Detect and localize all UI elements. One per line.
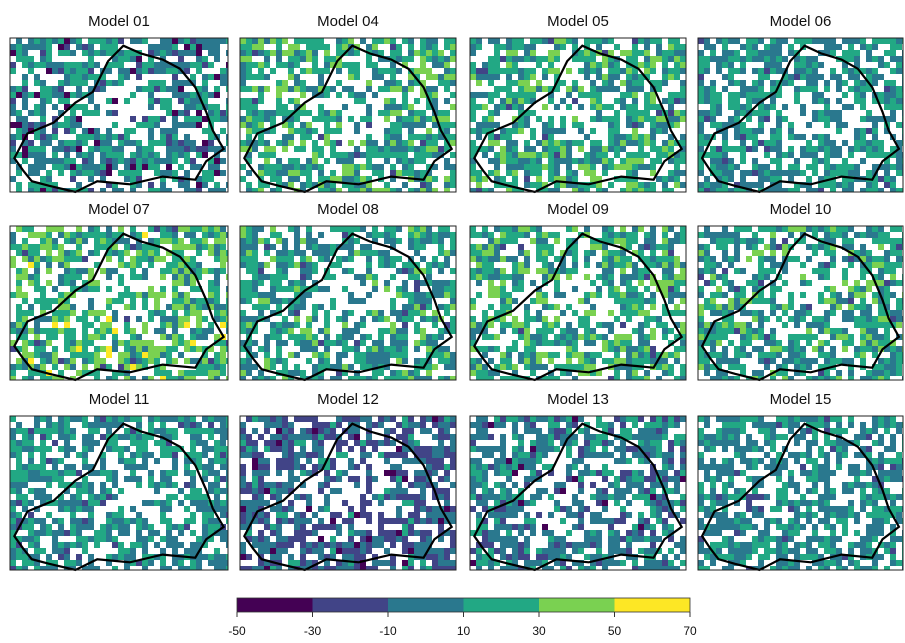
panel-frame	[697, 225, 904, 381]
map-patch	[10, 416, 228, 570]
region-boundary	[473, 422, 684, 572]
region-boundary	[473, 232, 684, 382]
panel-title: Model 11	[89, 391, 150, 408]
map-patch	[240, 416, 456, 570]
panel-title: Model 07	[88, 201, 150, 218]
panel-frame	[469, 415, 687, 571]
panel-frame	[697, 415, 904, 571]
panel-frame	[239, 37, 457, 193]
map-patch	[470, 416, 686, 570]
map-panel	[239, 225, 457, 382]
colorbar-bin	[614, 598, 690, 612]
panel-frame	[9, 37, 229, 193]
panel-frame	[9, 415, 229, 571]
panel-title: Model 13	[547, 391, 609, 408]
map-patch	[10, 416, 228, 570]
map-patch	[698, 38, 903, 192]
panel-title: Model 01	[88, 13, 150, 30]
map-patch	[10, 38, 228, 192]
colorbar-tick-label: 30	[532, 624, 546, 638]
colorbar-bin	[388, 598, 464, 612]
map-patch	[470, 226, 686, 380]
map-patch	[10, 38, 228, 192]
panel-title: Model 09	[547, 201, 609, 218]
region-boundary	[243, 232, 454, 382]
map-panel	[239, 37, 457, 194]
map-panel	[9, 37, 229, 194]
map-patch	[240, 226, 456, 380]
panel-frame	[697, 37, 904, 193]
map-patch	[698, 226, 903, 380]
map-patch	[698, 38, 903, 192]
map-patch	[698, 416, 903, 570]
map-patch	[470, 38, 686, 192]
panel-frame	[9, 225, 229, 381]
colorbar-tick-label: -30	[304, 624, 322, 638]
map-patch	[698, 38, 903, 192]
region-boundary	[243, 422, 454, 572]
map-patch	[470, 226, 686, 380]
colorbar-tick-label: -10	[379, 624, 397, 638]
region-boundary	[700, 44, 901, 194]
map-panel	[697, 415, 904, 572]
region-boundary	[700, 232, 901, 382]
map-panel	[469, 225, 687, 382]
panel-title: Model 15	[770, 391, 832, 408]
region-boundary	[700, 422, 901, 572]
map-patch	[470, 38, 686, 192]
colorbar-tick-label: 10	[457, 624, 471, 638]
region-boundary	[473, 44, 684, 194]
panel-frame	[469, 225, 687, 381]
map-patch	[470, 416, 686, 570]
map-panel	[239, 415, 457, 572]
map-panel	[9, 415, 229, 572]
panel-title: Model 08	[317, 201, 379, 218]
map-panel	[697, 225, 904, 382]
colorbar-bin	[312, 598, 388, 612]
map-patch	[10, 226, 228, 380]
map-patch	[240, 38, 456, 192]
colorbar-bin	[539, 598, 615, 612]
colorbar-tick-label: 50	[608, 624, 622, 638]
region-boundary	[13, 44, 226, 194]
region-boundary	[13, 422, 226, 572]
region-boundary	[243, 44, 454, 194]
panel-title: Model 12	[317, 391, 379, 408]
map-panel	[469, 37, 687, 194]
map-patch	[240, 416, 450, 570]
map-panel	[9, 225, 229, 382]
panel-frame	[239, 225, 457, 381]
map-patch	[10, 416, 228, 570]
colorbar-bin	[237, 598, 313, 612]
map-patch	[240, 226, 456, 380]
panel-title: Model 10	[770, 201, 832, 218]
colorbar-tick-label: -50	[228, 624, 246, 638]
region-boundary	[13, 232, 226, 382]
map-patch	[10, 226, 228, 380]
map-panel	[697, 37, 904, 194]
panel-frame	[239, 415, 457, 571]
map-patch	[698, 226, 903, 380]
colorbar-tick-label: 70	[683, 624, 697, 638]
map-patch	[240, 38, 456, 192]
map-patch	[10, 38, 226, 192]
map-patch	[698, 416, 903, 570]
panel-title: Model 05	[547, 13, 609, 30]
panel-frame	[469, 37, 687, 193]
map-panel	[469, 415, 687, 572]
panel-title: Model 06	[770, 13, 832, 30]
colorbar-bin	[463, 598, 539, 612]
panel-title: Model 04	[317, 13, 379, 30]
